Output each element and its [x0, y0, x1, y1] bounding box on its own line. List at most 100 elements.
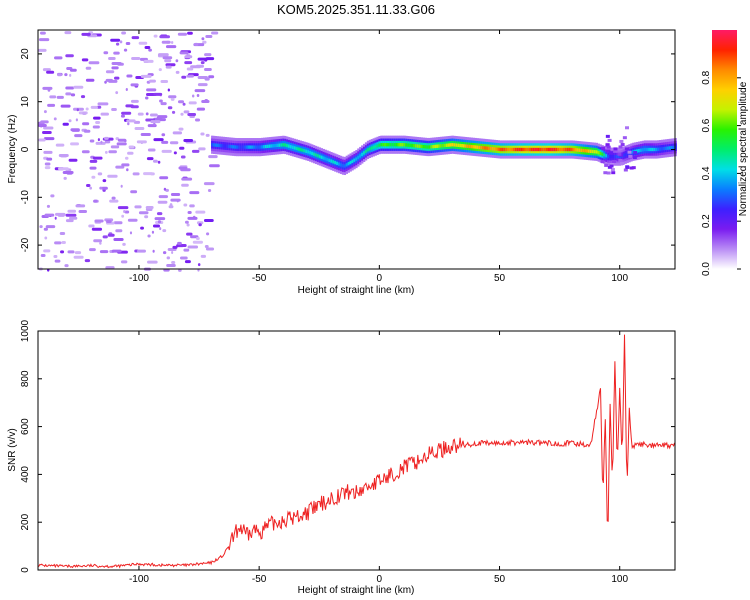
colorbar-ticks: 0.0 0.2 0.4 0.6 0.8 — [701, 70, 741, 276]
noise-blob — [123, 210, 126, 214]
noise-blob — [55, 143, 65, 147]
noise-blob — [161, 40, 171, 44]
ridge-cell — [282, 143, 285, 147]
ridge-cell — [647, 147, 650, 152]
ridge-cell — [272, 144, 275, 148]
noise-blob — [108, 57, 116, 61]
ridge-cell — [455, 143, 458, 147]
noise-blob — [38, 124, 47, 128]
noise-blob — [42, 86, 53, 90]
ridge-cell — [437, 144, 441, 148]
noise-blob — [131, 56, 141, 60]
noise-blob — [67, 209, 77, 213]
ridge-cell — [362, 151, 366, 155]
ridge-cell — [336, 161, 339, 166]
noise-blob — [100, 140, 103, 144]
noise-blob — [44, 236, 48, 240]
noise-blob — [200, 61, 205, 65]
ridge-cell — [230, 144, 233, 149]
ridge-cell — [426, 145, 429, 149]
ridge-cell — [366, 148, 370, 152]
ridge-spread-cell — [613, 147, 618, 151]
ridge-cell — [245, 145, 249, 149]
colorbar-tick-label: 0.2 — [701, 214, 712, 228]
noise-blob — [158, 68, 162, 72]
snr-y-tick-label: 400 — [20, 466, 31, 483]
ridge-cell — [566, 147, 570, 152]
ridge-cell — [512, 147, 516, 152]
noise-blob — [105, 266, 115, 270]
ridge-cell — [253, 145, 256, 149]
ridge-cell — [397, 143, 400, 147]
ridge-cell — [278, 143, 281, 147]
noise-blob — [146, 157, 154, 161]
ridge-cell — [324, 157, 327, 161]
noise-blob — [187, 245, 199, 249]
noise-blob — [53, 255, 58, 259]
ridge-cell — [412, 144, 416, 148]
noise-blob — [64, 73, 68, 77]
noise-blob — [187, 74, 194, 78]
noise-blob — [110, 38, 121, 42]
noise-blob — [65, 86, 75, 90]
noise-blob — [120, 184, 123, 188]
noise-blob — [164, 59, 172, 63]
noise-blob — [74, 251, 82, 255]
noise-blob — [172, 131, 183, 135]
ridge-cell — [641, 148, 645, 152]
ridge-cell — [303, 149, 306, 153]
noise-blob — [71, 128, 80, 132]
ridge-spread-cell — [607, 138, 612, 142]
ridge-cell — [587, 149, 591, 153]
noise-blob — [38, 48, 47, 52]
ridge-cell — [586, 149, 589, 153]
ridge-cell — [393, 143, 397, 147]
noise-blob — [46, 204, 51, 208]
ridge-cell — [478, 145, 481, 150]
noise-blob — [181, 75, 187, 79]
ridge-cell — [549, 147, 552, 152]
noise-blob — [196, 221, 204, 225]
noise-blob — [130, 99, 139, 103]
ridge-cell — [674, 145, 677, 149]
ridge-cell — [637, 148, 641, 153]
ridge-cell — [305, 149, 308, 153]
noise-blob — [111, 61, 122, 65]
noise-blob — [92, 125, 100, 129]
spectrogram-x-tick-label: -50 — [252, 273, 267, 284]
ridge-cell — [461, 144, 464, 148]
ridge-cell — [255, 145, 258, 149]
noise-blob — [60, 250, 65, 254]
noise-blob — [181, 183, 189, 187]
ridge-cell — [614, 154, 618, 159]
noise-blob — [152, 122, 156, 126]
ridge-cell — [459, 143, 462, 148]
noise-blob — [129, 231, 133, 235]
noise-blob — [195, 237, 200, 241]
noise-blob — [127, 151, 134, 155]
ridge-cell — [582, 148, 585, 153]
ridge-cell — [262, 145, 266, 149]
noise-blob — [197, 263, 201, 267]
noise-blob — [89, 186, 93, 190]
ridge-cell — [495, 147, 499, 151]
ridge-cell — [659, 147, 662, 151]
noise-blob — [121, 214, 125, 218]
noise-blob — [99, 241, 102, 245]
noise-blob — [82, 122, 90, 126]
colorbar-label: Normalized spectral amplitude — [738, 81, 749, 216]
ridge-cell — [547, 147, 550, 152]
noise-blob — [140, 74, 152, 78]
ridge-cell — [341, 163, 345, 168]
colorbar-tick-label: 0.6 — [701, 118, 712, 132]
ridge-spread-cell — [600, 160, 605, 164]
ridge-cell — [568, 147, 572, 152]
noise-blob — [99, 250, 109, 254]
ridge-cell — [222, 144, 225, 148]
noise-blob — [65, 92, 72, 96]
ridge-cell — [287, 144, 291, 148]
noise-blob — [173, 151, 177, 155]
ridge-cell — [482, 146, 485, 150]
ridge-cell — [539, 147, 543, 152]
ridge-spread-cell — [610, 168, 615, 172]
